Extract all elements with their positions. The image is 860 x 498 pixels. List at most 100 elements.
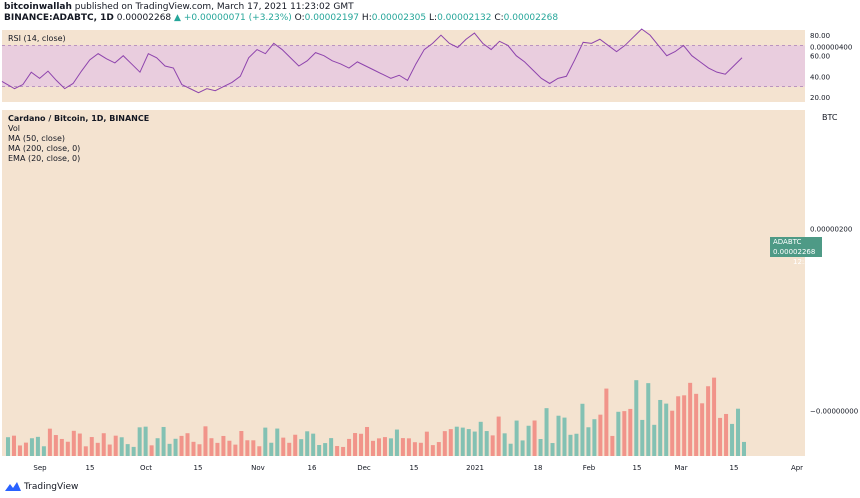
volume-bar (544, 408, 549, 456)
volume-bar (251, 440, 256, 456)
volume-bar (365, 426, 370, 456)
volume-bar (484, 431, 489, 456)
x-tick-label: Dec (357, 464, 371, 472)
x-tick-label: Sep (33, 464, 47, 472)
volume-bar (400, 438, 405, 456)
volume-bar (29, 438, 34, 456)
volume-bar (592, 419, 597, 456)
volume-bar (221, 435, 226, 456)
volume-bar (436, 442, 441, 456)
volume-bar (688, 382, 693, 456)
volume-bar (149, 445, 154, 456)
volume-bar (478, 421, 483, 456)
volume-bar (65, 441, 70, 456)
volume-bar (670, 410, 675, 456)
price-background (2, 110, 805, 456)
volume-bar (454, 426, 459, 456)
x-tick-label: 15 (730, 464, 739, 472)
legend-ema20: EMA (20, close, 0) (8, 154, 81, 163)
volume-bar (329, 438, 334, 456)
volume-bar (269, 442, 274, 456)
volume-bar (694, 393, 699, 456)
volume-bar (430, 445, 435, 456)
x-tick-label: 18 (534, 464, 543, 472)
rsi-tick-label: 60.00 (810, 53, 830, 61)
rsi-tick-label: 80.00 (810, 32, 830, 40)
volume-bar (53, 435, 58, 456)
volume-bar (448, 429, 453, 456)
price-tag-price: 0.00002268 (773, 248, 816, 256)
rsi-band (2, 45, 805, 87)
volume-bar (574, 433, 579, 456)
volume-bar (59, 438, 64, 456)
volume-bar (598, 414, 603, 456)
symbol-label: BINANCE:ADABTC, 1D (4, 13, 114, 23)
volume-bar (161, 426, 166, 456)
volume-bar (131, 446, 136, 456)
x-tick-label: Mar (674, 464, 687, 472)
volume-bar (215, 442, 220, 456)
open-label: O: (294, 13, 305, 23)
volume-bar (179, 435, 184, 456)
volume-bar (101, 433, 106, 456)
volume-bar (371, 440, 376, 456)
volume-bar (125, 444, 130, 456)
close-value: 0.00002268 (503, 13, 559, 23)
price-tick-label: 0.00000200 (810, 225, 852, 233)
volume-bar (712, 377, 717, 456)
volume-bar (508, 443, 513, 456)
tradingview-brand: TradingView (24, 482, 79, 492)
volume-bar (550, 443, 555, 456)
change-value: +0.00000071 (+3.23%) (183, 13, 292, 23)
volume-bar (299, 439, 304, 456)
chart-canvas[interactable]: 80.0060.0040.0020.000.000032000.00003000… (0, 26, 860, 476)
rsi-tick-label: 40.00 (810, 73, 830, 81)
volume-bar (472, 431, 477, 456)
volume-bar (412, 442, 417, 456)
volume-bar (47, 428, 52, 456)
volume-bar (580, 403, 585, 456)
volume-bar (556, 415, 561, 456)
volume-bar (634, 380, 639, 456)
volume-bar (718, 417, 723, 456)
volume-bar (742, 441, 746, 456)
volume-bar (640, 419, 645, 456)
volume-bar (700, 403, 705, 456)
volume-bar (263, 427, 268, 456)
volume-bar (394, 429, 399, 456)
tradingview-logo-icon (5, 482, 21, 491)
volume-bar (442, 431, 447, 456)
volume-bar (526, 425, 531, 456)
volume-bar (736, 408, 741, 456)
volume-bar (209, 438, 214, 456)
volume-bar (418, 442, 423, 456)
x-tick-label: 15 (410, 464, 419, 472)
volume-bar (376, 438, 381, 456)
volume-bar (347, 438, 352, 456)
volume-bar (239, 430, 244, 456)
volume-bar (646, 383, 651, 456)
volume-bar (41, 446, 46, 456)
legend-ma50: MA (50, close) (8, 134, 66, 143)
volume-bar (460, 427, 465, 456)
volume-bar (203, 426, 208, 456)
rsi-line (1, 28, 743, 94)
price-tick-label: 0.00000400 (810, 43, 852, 51)
footer: TradingView (0, 476, 860, 498)
up-arrow-icon: ▲ (174, 13, 181, 23)
volume-bar (287, 442, 292, 456)
volume-bar (622, 411, 627, 456)
volume-bar (496, 416, 501, 456)
volume-bar (502, 433, 507, 456)
volume-bar (532, 420, 537, 456)
close-label: C: (494, 13, 504, 23)
x-tick-label: Apr (791, 464, 803, 472)
x-tick-label: Oct (140, 464, 152, 472)
volume-bar (107, 444, 112, 456)
chart-stage[interactable]: 80.0060.0040.0020.000.000032000.00003000… (0, 26, 860, 476)
volume-bar (191, 441, 196, 456)
volume-bar (245, 440, 250, 456)
volume-bar (388, 438, 393, 456)
x-tick-label: 15 (86, 464, 95, 472)
volume-bar (143, 426, 148, 456)
